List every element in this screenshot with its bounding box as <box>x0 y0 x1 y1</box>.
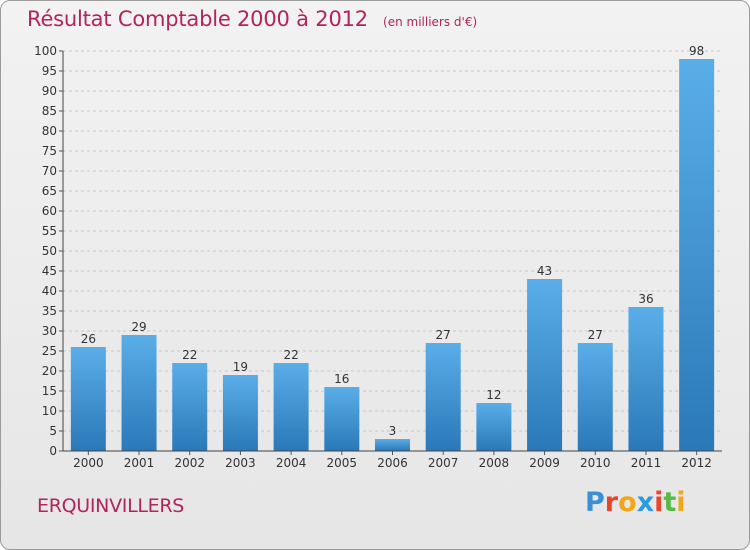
chart-title-row: Résultat Comptable 2000 à 2012 (en milli… <box>27 7 477 37</box>
bar-value-label: 27 <box>436 328 451 342</box>
bar-value-label: 19 <box>233 360 248 374</box>
bar-value-label: 12 <box>486 388 501 402</box>
bar-2006 <box>375 439 410 451</box>
commune-name: ERQUINVILLERS <box>37 495 185 517</box>
bar-2012 <box>679 59 715 451</box>
y-tick-label: 90 <box>42 84 57 98</box>
x-tick-label: 2010 <box>580 456 611 470</box>
logo-letter: t <box>663 487 677 518</box>
bar-value-label: 16 <box>334 372 349 386</box>
y-tick-label: 30 <box>42 324 57 338</box>
x-tick-label: 2002 <box>174 456 205 470</box>
bar-2009 <box>527 279 563 451</box>
y-tick-label: 15 <box>42 384 57 398</box>
bar-2003 <box>222 375 258 451</box>
y-tick-label: 5 <box>49 424 57 438</box>
bar-value-label: 98 <box>689 44 704 58</box>
y-tick-label: 50 <box>42 244 57 258</box>
logo-letter: o <box>618 487 637 518</box>
y-tick-label: 20 <box>42 364 57 378</box>
x-tick-label: 2005 <box>327 456 358 470</box>
y-tick-label: 60 <box>42 204 57 218</box>
bar-2011 <box>628 307 664 451</box>
chart-title: Résultat Comptable 2000 à 2012 <box>27 7 368 31</box>
y-tick-label: 25 <box>42 344 57 358</box>
x-axis-ticks: 2000 2001 2002 2003 2004 2005 2006 2007 2008 2009… <box>73 451 712 470</box>
bar-2007 <box>425 343 461 451</box>
bar-2008 <box>476 403 512 451</box>
y-tick-label: 100 <box>34 44 57 58</box>
logo-letter: P <box>585 487 605 518</box>
bar-value-label: 36 <box>638 292 653 306</box>
logo-letter: r <box>604 487 619 518</box>
bar-2001 <box>121 335 157 451</box>
y-tick-label: 70 <box>42 164 57 178</box>
x-tick-label: 2007 <box>428 456 459 470</box>
gridlines <box>63 50 722 452</box>
y-tick-label: 45 <box>42 264 57 278</box>
bar-value-label: 43 <box>537 264 552 278</box>
y-tick-label: 80 <box>42 124 57 138</box>
y-tick-label: 75 <box>42 144 57 158</box>
axes <box>62 51 722 452</box>
x-tick-label: 2009 <box>529 456 560 470</box>
bar-value-label: 22 <box>283 348 298 362</box>
x-tick-label: 2008 <box>479 456 510 470</box>
bar-value-label: 22 <box>182 348 197 362</box>
chart-unit-note: (en milliers d'€) <box>383 15 478 29</box>
bar-2002 <box>172 363 208 451</box>
bar-2005 <box>324 387 360 451</box>
x-tick-label: 2012 <box>681 456 712 470</box>
y-tick-label: 0 <box>49 444 57 458</box>
bar-2004 <box>273 363 309 451</box>
logo-letter: x <box>636 487 655 518</box>
x-tick-label: 2001 <box>124 456 155 470</box>
y-tick-label: 35 <box>42 304 57 318</box>
y-tick-label: 65 <box>42 184 57 198</box>
logo-letter: i <box>676 487 686 518</box>
y-axis-ticks: 0 5 10 15 20 25 30 35 40 45 50 55 60 65 70 75 80 85 90 95 10… <box>34 44 63 458</box>
y-tick-label: 55 <box>42 224 57 238</box>
data-labels: 26 29 22 19 22 16 3 27 12 43 27 36 98 <box>81 44 705 438</box>
bar-value-label: 27 <box>588 328 603 342</box>
logo-letter: i <box>654 487 664 518</box>
y-tick-label: 40 <box>42 284 57 298</box>
bar-value-label: 26 <box>81 332 96 346</box>
x-tick-label: 2003 <box>225 456 256 470</box>
x-tick-label: 2004 <box>276 456 307 470</box>
y-tick-label: 95 <box>42 64 57 78</box>
bar-value-label: 3 <box>389 424 397 438</box>
y-tick-label: 10 <box>42 404 57 418</box>
x-tick-label: 2000 <box>73 456 104 470</box>
x-tick-label: 2011 <box>631 456 662 470</box>
y-tick-label: 85 <box>42 104 57 118</box>
bar-2000 <box>70 347 106 451</box>
x-tick-label: 2006 <box>377 456 408 470</box>
bars <box>70 59 715 451</box>
bar-value-label: 29 <box>131 320 146 334</box>
bar-2010 <box>577 343 613 451</box>
proxiti-logo: Proxiti <box>585 487 686 518</box>
